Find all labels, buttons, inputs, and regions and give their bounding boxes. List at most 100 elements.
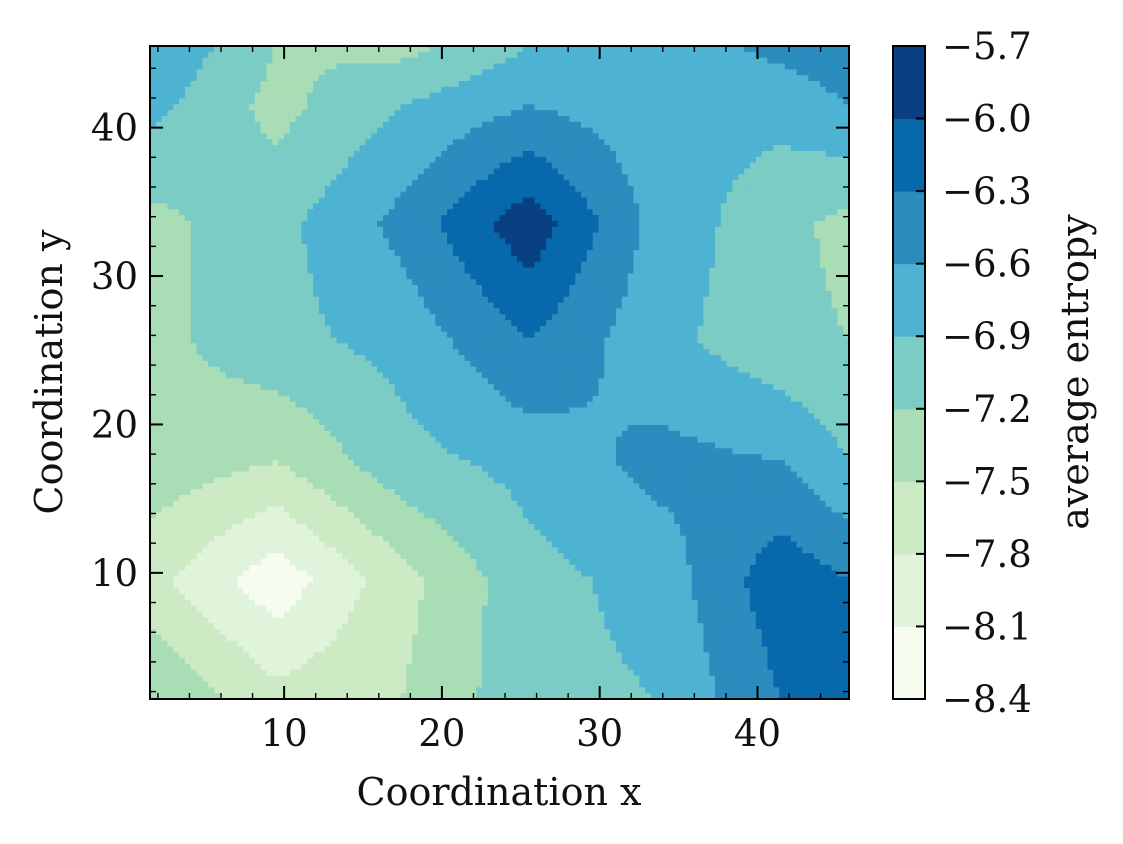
contour-cell (249, 162, 256, 170)
contour-cell (720, 191, 728, 199)
contour-cell (563, 279, 570, 286)
contour-cell (697, 145, 704, 152)
contour-cell (150, 180, 157, 187)
contour-cell (237, 215, 244, 222)
contour-cell (184, 285, 192, 292)
contour-cell (511, 180, 518, 187)
contour-cell (581, 232, 588, 239)
contour-cell (755, 145, 763, 152)
contour-cell (808, 238, 815, 245)
contour-cell (540, 197, 547, 205)
contour-cell (388, 162, 396, 170)
contour-cell (516, 75, 524, 82)
contour-cell (516, 150, 524, 158)
contour-cell (371, 63, 378, 70)
contour-cell (499, 232, 506, 239)
contour-cell (249, 255, 256, 263)
contour-cell (429, 75, 437, 82)
contour-cell (650, 63, 658, 70)
contour-cell (342, 150, 349, 158)
contour-cell (790, 98, 798, 105)
contour-cell (773, 209, 780, 216)
contour-cell (435, 80, 442, 88)
contour-cell (790, 261, 798, 269)
contour-cell (429, 156, 437, 164)
contour-cell (231, 250, 238, 257)
contour-cell (161, 279, 169, 286)
contour-cell (621, 63, 629, 70)
contour-cell (196, 180, 204, 187)
contour-cell (470, 156, 477, 164)
contour-cell (616, 69, 623, 76)
contour-cell (499, 209, 506, 216)
contour-cell (814, 156, 821, 164)
contour-cell (796, 215, 803, 222)
contour-cell (837, 244, 844, 251)
contour-cell (342, 104, 349, 111)
contour-cell (254, 162, 262, 170)
contour-cell (318, 261, 326, 269)
contour-cell (825, 156, 833, 164)
contour-cell (283, 46, 291, 53)
contour-cell (726, 238, 734, 245)
contour-cell (586, 92, 594, 100)
contour-cell (196, 273, 204, 280)
contour-cell (796, 180, 803, 187)
contour-cell (767, 127, 774, 135)
contour-cell (371, 80, 378, 88)
contour-cell (318, 75, 326, 82)
contour-cell (720, 156, 728, 164)
contour-cell (272, 150, 279, 158)
contour-cell (773, 191, 780, 199)
contour-cell (219, 197, 227, 205)
contour-cell (330, 273, 337, 280)
contour-cell (161, 92, 169, 100)
contour-cell (190, 145, 198, 152)
contour-cell (755, 191, 763, 199)
contour-cell (377, 180, 384, 187)
contour-cell (697, 250, 704, 257)
contour-cell (196, 98, 204, 105)
contour-cell (808, 209, 815, 216)
contour-cell (744, 139, 751, 146)
contour-cell (435, 46, 442, 53)
contour-cell (720, 250, 728, 257)
contour-cell (843, 255, 849, 263)
contour-cell (814, 168, 821, 175)
contour-cell (423, 51, 431, 59)
contour-cell (417, 191, 425, 199)
contour-cell (790, 244, 798, 251)
contour-cell (557, 110, 565, 117)
contour-cell (668, 133, 675, 140)
contour-cell (435, 86, 442, 94)
contour-cell (179, 215, 186, 222)
contour-cell (586, 104, 594, 111)
contour-cell (662, 145, 670, 152)
contour-cell (208, 57, 215, 65)
contour-cell (301, 57, 308, 65)
contour-cell (429, 285, 437, 292)
contour-cell (505, 139, 512, 146)
contour-cell (837, 127, 844, 135)
contour-cell (161, 75, 169, 82)
contour-cell (569, 203, 576, 210)
contour-cell (645, 139, 652, 146)
contour-cell (627, 115, 635, 123)
contour-cell (732, 185, 739, 193)
contour-cell (388, 104, 396, 111)
contour-cell (190, 279, 198, 286)
contour-cell (749, 203, 757, 210)
contour-cell (575, 75, 582, 82)
contour-cell (610, 261, 617, 269)
contour-cell (802, 104, 809, 111)
contour-cell (528, 145, 536, 152)
contour-cell (511, 232, 518, 239)
contour-cell (324, 69, 332, 76)
contour-cell (184, 156, 192, 164)
contour-cell (581, 86, 588, 94)
contour-cell (266, 104, 273, 111)
contour-cell (155, 104, 163, 111)
contour-cell (656, 127, 664, 135)
contour-cell (557, 46, 565, 53)
contour-cell (330, 63, 337, 70)
